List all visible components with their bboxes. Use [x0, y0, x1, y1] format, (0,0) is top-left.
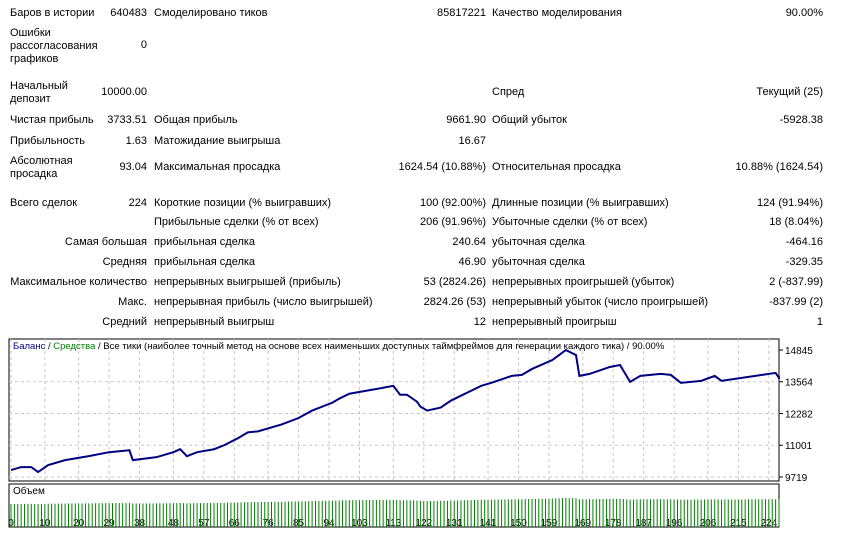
report-average-loss: -329.35	[785, 256, 823, 268]
report-abs-dd-label: Абсолютная просадка	[10, 155, 73, 180]
balance-line	[10, 348, 780, 474]
report-payoff: 16.67	[458, 135, 486, 147]
report-largest-label: Самая большая	[64, 236, 147, 248]
report-average-loss-label: убыточная сделка	[492, 256, 585, 268]
report-short: 100 (92.00%)	[419, 197, 486, 209]
report-average-profit-label: прибыльная сделка	[154, 256, 256, 268]
volume-label: Объем	[13, 485, 45, 497]
report-avg-wins: 12	[473, 316, 486, 328]
legend-description: / Все тики (наиболее точный метод на осн…	[95, 341, 664, 352]
report-pf-label: Прибыльность	[10, 135, 85, 147]
balance-chart: 0102029384857667685941031131221311411501…	[8, 338, 813, 529]
report-ticks-label: Смоделировано тиков	[154, 7, 268, 19]
report-cons-wins: 53 (2824.26)	[423, 276, 486, 288]
legend-sep: /	[45, 341, 53, 352]
report-gross-profit: 9661.90	[446, 114, 486, 126]
report-largest-profit-label: прибыльная сделка	[154, 236, 256, 248]
report-bars-label: Баров в истории	[10, 7, 95, 19]
report-gross-profit-label: Общая прибыль	[154, 114, 238, 126]
report-largest-loss-label: убыточная сделка	[492, 236, 585, 248]
y-tick-label: 14845	[785, 346, 813, 357]
report-maxcount-label: Максимальное количество	[10, 276, 147, 288]
report-avg-label: Средний	[102, 316, 147, 328]
report-cons-losses-label: непрерывных проигрышей (убыток)	[492, 276, 675, 288]
report-max-dd-label: Максимальная просадка	[154, 161, 281, 173]
report-profit-trades: 206 (91.96%)	[419, 216, 486, 228]
report-quality: 90.00%	[785, 7, 823, 19]
y-tick-label: 9719	[785, 473, 808, 484]
report-spread-label: Спред	[492, 86, 525, 98]
report-cons-loss-label: непрерывный убыток (число проигрышей)	[492, 296, 709, 308]
report-deposit-label: Начальный депозит	[10, 80, 68, 105]
report-max-label: Макс.	[118, 296, 147, 308]
report-profit-trades-label: Прибыльные сделки (% от всех)	[154, 216, 319, 228]
report-loss-trades-label: Убыточные сделки (% от всех)	[492, 216, 648, 228]
report-pf: 1.63	[125, 135, 147, 147]
report-cons-wins-label: непрерывных выигрышей (прибыль)	[154, 276, 341, 288]
report-cons-profit-label: непрерывная прибыль (число выигрышей)	[154, 296, 373, 308]
report-largest-loss: -464.16	[785, 236, 823, 248]
y-tick-label: 12282	[785, 410, 813, 421]
report-abs-dd: 93.04	[119, 161, 147, 173]
report-loss-trades: 18 (8.04%)	[769, 216, 823, 228]
report-avg-wins-label: непрерывный выигрыш	[154, 316, 275, 328]
report-average-label: Средняя	[102, 256, 147, 268]
report-rel-dd: 10.88% (1624.54)	[735, 161, 823, 173]
report-quality-label: Качество моделирования	[492, 7, 622, 19]
report-short-label: Короткие позиции (% выигравших)	[154, 197, 332, 209]
report-net: 3733.51	[107, 114, 147, 126]
legend-equity: Средства	[53, 341, 96, 352]
report-net-label: Чистая прибыль	[10, 114, 94, 126]
report-spread: Текущий (25)	[756, 86, 823, 98]
report-payoff-label: Матожидание выигрыша	[154, 135, 281, 147]
report-ticks: 85817221	[437, 7, 486, 19]
chart-legend: Баланс / Средства / Все тики (наиболее т…	[13, 341, 665, 352]
report-average-profit: 46.90	[458, 256, 486, 268]
report-cons-profit: 2824.26 (53)	[423, 296, 486, 308]
legend-balance: Баланс	[13, 341, 46, 352]
report-avg-losses-label: непрерывный проигрыш	[492, 316, 617, 328]
report-gross-loss: -5928.38	[779, 114, 823, 126]
report-cons-loss: -837.99 (2)	[769, 296, 823, 308]
report-long-label: Длинные позиции (% выигравших)	[492, 197, 669, 209]
report-largest-profit: 240.64	[452, 236, 486, 248]
report-cons-losses: 2 (-837.99)	[769, 276, 823, 288]
report-max-dd: 1624.54 (10.88%)	[398, 161, 486, 173]
balance-panel	[8, 338, 780, 482]
y-tick-label: 11001	[785, 441, 813, 452]
report-trades-label: Всего сделок	[10, 197, 78, 209]
report-errors: 0	[140, 39, 147, 51]
report-rel-dd-label: Относительная просадка	[492, 161, 621, 173]
report-avg-losses: 1	[816, 316, 823, 328]
y-tick-label: 13564	[785, 378, 813, 389]
report-long: 124 (91.94%)	[756, 197, 823, 209]
report-deposit: 10000.00	[101, 86, 147, 98]
report-trades: 224	[128, 197, 147, 209]
report-gross-loss-label: Общий убыток	[492, 114, 567, 126]
report-bars: 640483	[110, 7, 147, 19]
report-errors-label: Ошибки рассогласования графиков	[10, 27, 98, 65]
